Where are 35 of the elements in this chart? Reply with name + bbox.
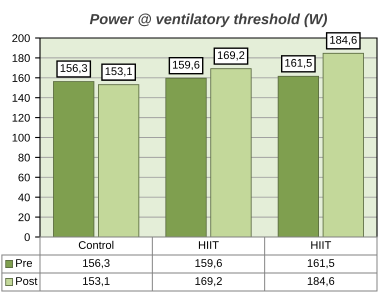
chart-title: Power @ ventilatory threshold (W) <box>90 14 328 28</box>
bar <box>98 84 140 237</box>
data-label: 156,3 <box>83 259 110 268</box>
text: 184,6 <box>330 36 357 46</box>
data-label: 184,6 <box>308 277 334 286</box>
y-tick-label: 100 <box>12 134 30 142</box>
y-tick-label: 200 <box>12 34 30 42</box>
y-tick-label: 40 <box>18 193 30 202</box>
y-tick-label: 180 <box>12 54 30 62</box>
x-tick-label: HIIT <box>198 241 219 249</box>
legend-label: Post <box>16 277 38 285</box>
y-tick-label: 60 <box>18 174 30 182</box>
y-tick-label: 120 <box>12 114 30 122</box>
data-label: 159,6 <box>195 259 222 268</box>
y-tick-label: 0 <box>24 233 30 242</box>
text: 161,5 <box>285 58 312 68</box>
bar <box>165 78 207 237</box>
text: 153,1 <box>106 67 132 76</box>
text: 169,2 <box>218 51 244 60</box>
y-tick-label: 160 <box>12 74 30 82</box>
data-label: 169,2 <box>195 277 222 286</box>
y-tick-label: 20 <box>18 213 30 222</box>
bar <box>278 76 320 237</box>
y-tick-label: 80 <box>18 154 30 162</box>
data-label: 153,1 <box>83 277 110 286</box>
x-tick-label: Control <box>78 240 114 249</box>
bar <box>53 81 94 237</box>
y-tick-label: 140 <box>12 94 30 102</box>
x-tick-label: HIIT <box>311 241 332 249</box>
bar <box>322 52 364 237</box>
text: 159,6 <box>172 60 200 70</box>
data-label: 161,5 <box>308 259 334 268</box>
bar <box>210 68 252 237</box>
text: 156,3 <box>60 64 88 74</box>
legend-label: Pre <box>16 259 32 267</box>
